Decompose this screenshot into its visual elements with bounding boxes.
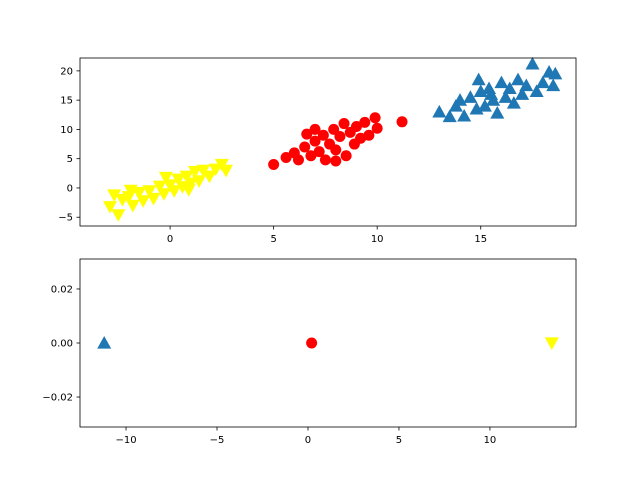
point (136, 195, 151, 208)
point (355, 132, 367, 144)
point (457, 108, 472, 122)
point (328, 123, 340, 135)
point (319, 154, 331, 166)
point (305, 150, 317, 162)
point (299, 141, 311, 153)
point (301, 128, 313, 140)
point (477, 99, 492, 112)
x-tick-label: 0 (167, 234, 173, 245)
point (350, 120, 362, 132)
point (142, 185, 157, 198)
point (268, 159, 280, 171)
x-tick-label: 10 (484, 435, 497, 446)
y-tick-label: −0.02 (42, 393, 73, 404)
point (292, 154, 304, 166)
x-tick-label: 10 (371, 234, 384, 245)
y-tick-label: 0.00 (51, 339, 73, 350)
x-tick-label: 0 (305, 435, 311, 446)
point (202, 170, 217, 184)
point (181, 184, 196, 197)
y-tick-label: 15 (60, 96, 73, 107)
point (511, 72, 526, 86)
point (338, 118, 350, 130)
point (219, 164, 234, 178)
point (519, 78, 534, 92)
point (432, 104, 447, 118)
point (363, 129, 375, 141)
x-tick-label: 5 (270, 234, 276, 245)
point (179, 170, 194, 184)
point (502, 81, 517, 95)
point (525, 56, 540, 70)
point (371, 122, 383, 134)
point (103, 201, 118, 214)
point (171, 173, 186, 187)
point (192, 175, 207, 188)
point (535, 75, 550, 89)
y-tick-label: −5 (58, 213, 73, 224)
point (306, 337, 318, 349)
x-tick-label: 5 (396, 435, 402, 446)
point (484, 87, 499, 100)
y-tick-label: 10 (60, 125, 73, 136)
point (340, 150, 352, 162)
point (359, 116, 371, 128)
point (183, 177, 198, 191)
y-tick-label: 20 (60, 66, 73, 77)
y-tick-label: 5 (67, 154, 73, 165)
point (156, 188, 171, 201)
point (313, 146, 325, 158)
point (97, 336, 112, 349)
point (167, 185, 182, 198)
point (309, 135, 321, 147)
point (330, 144, 342, 156)
x-tick-label: −10 (115, 435, 136, 446)
y-tick-label: 0 (67, 183, 73, 194)
point (544, 337, 559, 350)
point (334, 130, 346, 142)
point (132, 187, 147, 200)
x-tick-label: −5 (210, 435, 225, 446)
point (548, 66, 563, 80)
point (107, 189, 122, 202)
point (187, 165, 202, 179)
point (490, 106, 505, 119)
point (369, 112, 381, 124)
point (471, 72, 486, 86)
point (123, 184, 138, 198)
point (309, 123, 321, 135)
point (515, 87, 530, 100)
point (125, 199, 140, 213)
y-tick-label: 0.02 (51, 284, 73, 295)
point (396, 116, 408, 128)
point (330, 155, 342, 167)
point (494, 75, 509, 89)
point (442, 109, 457, 123)
point (529, 84, 544, 97)
axes-frame (79, 57, 577, 227)
point (317, 129, 329, 141)
point (498, 90, 513, 103)
point (546, 78, 561, 92)
point (111, 209, 126, 222)
point (280, 152, 292, 164)
point (506, 96, 521, 109)
axes-frame (79, 258, 577, 428)
point (208, 163, 223, 177)
point (146, 192, 161, 206)
point (453, 93, 468, 106)
point (463, 90, 478, 103)
point (152, 180, 167, 194)
point (158, 171, 173, 185)
x-tick-label: 15 (474, 234, 487, 245)
